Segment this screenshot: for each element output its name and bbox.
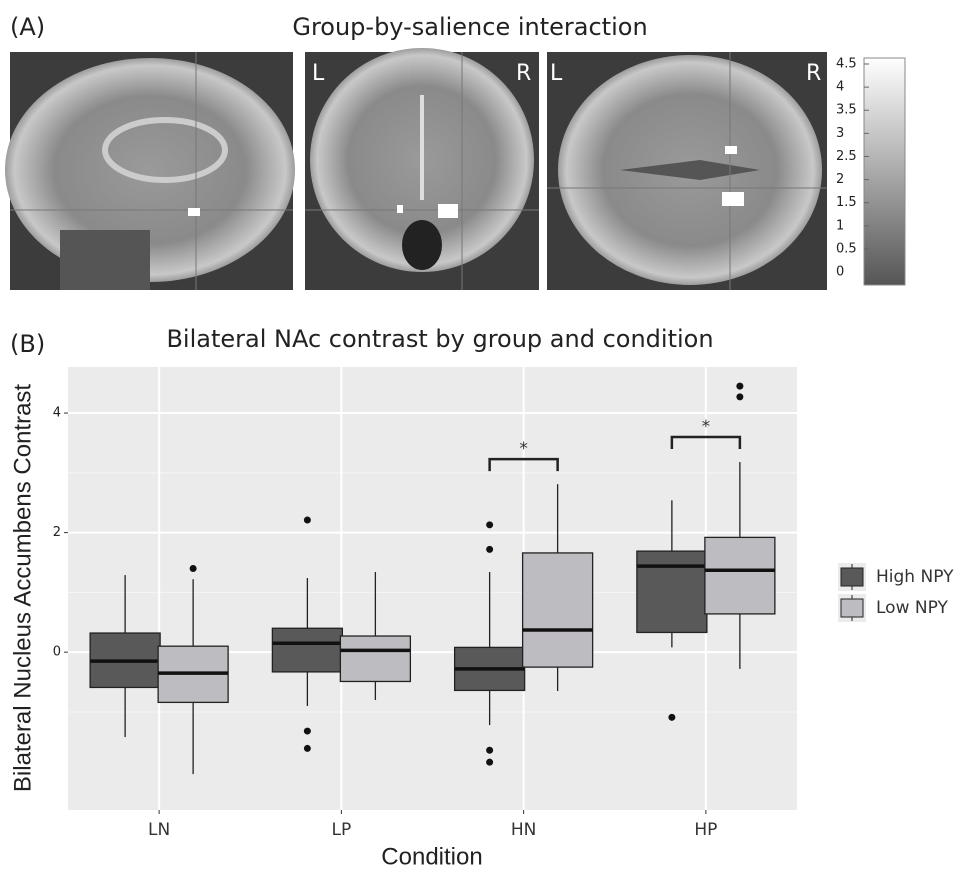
- outlier: [486, 546, 493, 553]
- y-axis-label: Bilateral Nucleus Accumbens Contrast: [9, 384, 36, 793]
- outlier: [190, 565, 197, 572]
- outlier: [486, 747, 493, 754]
- colorbar-tick-label: 2: [836, 172, 844, 187]
- y-tick-label: 0: [53, 645, 61, 660]
- significance-label: *: [702, 417, 711, 437]
- box: [637, 551, 707, 632]
- box: [272, 628, 342, 672]
- x-axis-label: Condition: [381, 843, 482, 870]
- outlier: [736, 393, 743, 400]
- colorbar-tick-label: 4.5: [836, 57, 857, 72]
- colorbar-tick-label: 2.5: [836, 149, 857, 164]
- colorbar-tick-label: 3.5: [836, 103, 857, 118]
- outlier: [486, 759, 493, 766]
- significance-label: *: [519, 439, 528, 459]
- colorbar: [864, 58, 905, 285]
- colorbar-tick-label: 0: [836, 265, 844, 280]
- colorbar-tick-label: 0.5: [836, 241, 857, 256]
- colorbar-tick-label: 1: [836, 218, 844, 233]
- legend-key: [841, 599, 863, 617]
- outlier: [304, 517, 311, 524]
- legend-label: High NPY: [876, 567, 954, 587]
- view-label: R: [806, 61, 821, 86]
- chart-title: Bilateral NAc contrast by group and cond…: [166, 325, 713, 353]
- outlier: [668, 714, 675, 721]
- box: [705, 537, 775, 614]
- x-tick-label: HP: [694, 820, 717, 840]
- coronal-image: L R: [305, 48, 539, 290]
- panel-label: (A): [10, 13, 45, 41]
- y-tick-label: 4: [53, 406, 61, 421]
- legend-key: [841, 568, 863, 586]
- outlier: [486, 521, 493, 528]
- x-tick-label: LP: [332, 820, 352, 840]
- panel-label: (B): [10, 330, 45, 358]
- x-tick-label: HN: [511, 820, 537, 840]
- view-label: R: [516, 61, 531, 86]
- figure: (A) Group-by-salience interaction L R L …: [0, 0, 968, 872]
- axial-image: L R: [547, 52, 827, 290]
- outlier: [304, 745, 311, 752]
- legend-label: Low NPY: [876, 598, 948, 618]
- sagittal-image: [5, 52, 295, 290]
- x-tick-label: LN: [148, 820, 170, 840]
- view-label: L: [550, 61, 563, 86]
- panel-title: Group-by-salience interaction: [292, 13, 647, 41]
- view-label: L: [312, 61, 325, 86]
- box: [523, 553, 593, 667]
- outlier: [304, 728, 311, 735]
- y-tick-label: 2: [53, 525, 61, 540]
- outlier: [736, 383, 743, 390]
- colorbar-tick-label: 1.5: [836, 195, 857, 210]
- colorbar-tick-label: 3: [836, 126, 844, 141]
- box: [340, 636, 410, 681]
- colorbar-tick-label: 4: [836, 80, 844, 95]
